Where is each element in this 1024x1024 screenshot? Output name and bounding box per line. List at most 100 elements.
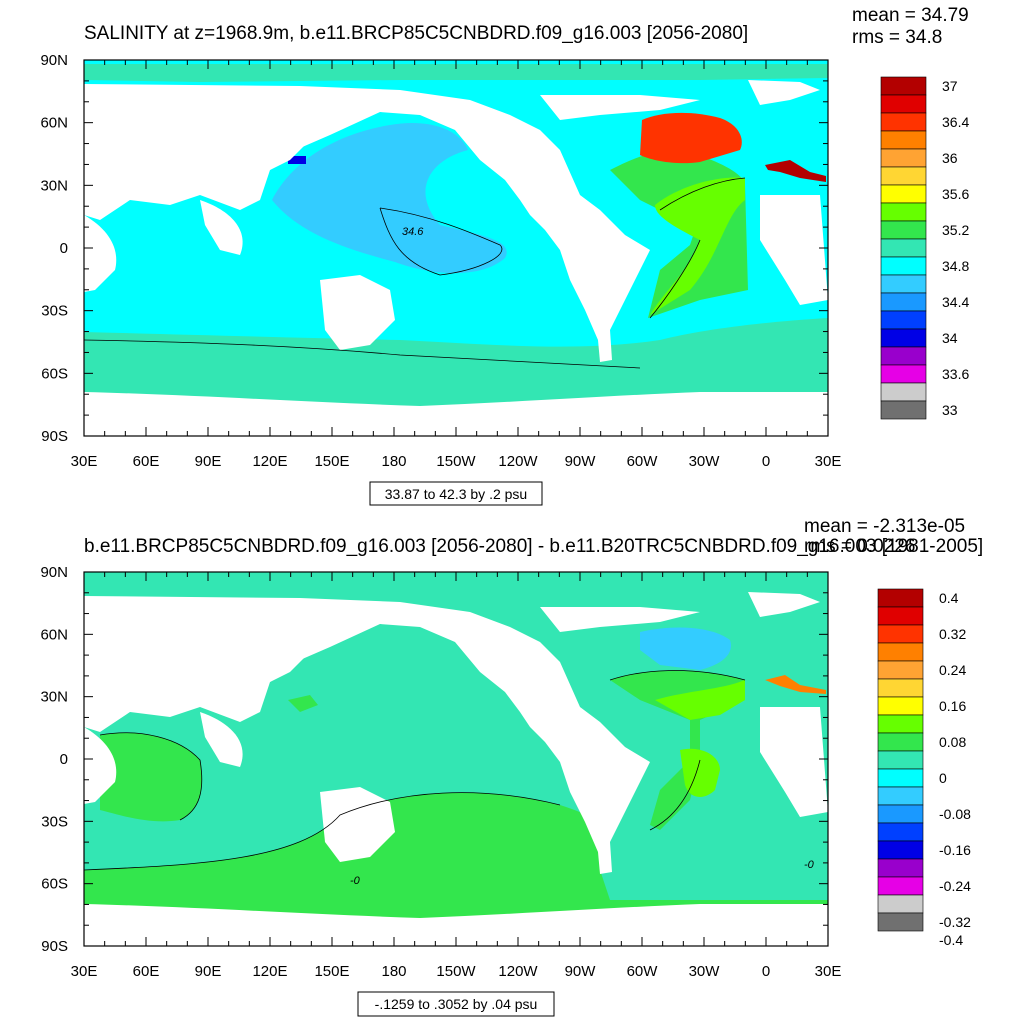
lon-tick-label: 0 [762,963,770,980]
colorbar-swatch [877,696,924,716]
colorbar-swatch [877,786,924,806]
colorbar-swatch [880,112,927,132]
lat-tick-label: 60S [41,876,68,893]
lon-tick-label: 150E [314,963,349,980]
colorbar-label: 34.4 [942,294,969,310]
lon-tick-label: 60E [133,453,160,470]
colorbar-label: 35.6 [942,186,969,202]
colorbar-label: -0.16 [939,842,971,858]
colorbar-label: 33 [942,402,958,418]
colorbar-swatch [880,328,927,348]
lat-tick-label: 0 [60,751,68,768]
colorbar-label: 36.4 [942,114,969,130]
mean-label: mean = 34.79 [852,5,969,26]
colorbar-swatch [877,768,924,788]
colorbar-label: 0.32 [939,626,966,642]
lon-tick-label: 90E [195,453,222,470]
lat-tick-label: 60N [40,626,68,643]
lon-tick-label: 150E [314,453,349,470]
colorbar-swatch [877,606,924,626]
colorbar-swatch [880,166,927,186]
colorbar-label: 36 [942,150,958,166]
lat-tick-label: 60S [41,365,68,382]
lon-tick-label: 30E [815,963,842,980]
range-box: 33.87 to 42.3 by .2 psu [369,481,543,506]
colorbar-label: 33.6 [942,366,969,382]
colorbar-swatch [877,894,924,914]
colorbar-label: -0.32 [939,914,971,930]
lat-tick-label: 90S [41,428,68,445]
lon-tick-label: 150W [436,453,476,470]
mean-label: mean = -2.313e-05 [804,516,965,537]
colorbar-swatch [877,858,924,878]
lon-tick-label: 120E [252,453,287,470]
rms-label: rms = 0.0226 [804,536,915,557]
lon-tick-label: 30W [689,453,721,470]
lon-tick-label: 90W [565,963,597,980]
colorbar-label: -0.24 [939,878,971,894]
colorbar-swatch [880,364,927,384]
colorbar-swatch [877,624,924,644]
lon-tick-label: 180 [381,963,406,980]
lon-tick-label: 180 [381,453,406,470]
lon-tick-label: 120W [498,453,538,470]
colorbar-label: 0.08 [939,734,966,750]
colorbar-swatch [880,130,927,150]
colorbar-swatch [880,256,927,276]
panel-salinity: SALINITY at z=1968.9m, b.e11.BRCP85C5CNB… [40,5,969,506]
axis-ticks: 30E 60E 90E 120E 150E 180 150W 120W 90W 60W 30W 0 30… [40,564,841,980]
lon-tick-label: 150W [436,963,476,980]
colorbar-swatch [880,202,927,222]
colorbar-swatch [880,148,927,168]
colorbar-swatch [877,876,924,896]
colorbar: 0.4 0.32 0.24 0.16 0.08 0 -0.08 -0.16 -0.24 -0.32… [877,588,971,948]
lat-tick-label: 90N [40,564,68,581]
lon-tick-label: 120W [498,963,538,980]
colorbar-swatch [877,660,924,680]
colorbar-swatch [877,732,924,752]
panel-difference: b.e11.BRCP85C5CNBDRD.f09_g16.003 [2056-2… [40,516,983,1017]
colorbar-label: -0.08 [939,806,971,822]
colorbar-swatch [877,804,924,824]
colorbar-swatch [880,184,927,204]
colorbar-swatch [880,76,927,96]
panel-title: SALINITY at z=1968.9m, b.e11.BRCP85C5CNB… [84,23,748,44]
lon-tick-label: 60W [627,963,659,980]
contour-label: -0 [804,859,815,871]
colorbar-swatch [877,840,924,860]
colorbar-label: 34.8 [942,258,969,274]
colorbar-swatch [880,382,927,402]
colorbar-swatch [880,346,927,366]
colorbar-label: 34 [942,330,958,346]
colorbar-label: 37 [942,78,958,94]
colorbar-swatch [877,642,924,662]
colorbar-swatch [880,310,927,330]
colorbar-swatch [877,822,924,842]
lon-tick-label: 60E [133,963,160,980]
colorbar-label: 0.24 [939,662,966,678]
lon-tick-label: 120E [252,963,287,980]
lat-tick-label: 30S [41,813,68,830]
salinity-field: 34.6 [84,60,828,436]
lat-tick-label: 30N [40,177,68,194]
lat-tick-label: 30S [41,303,68,320]
colorbar-swatch [877,588,924,608]
colorbar: 37 36.4 36 35.6 35.2 34.8 34.4 34 33.6 33 [880,76,969,420]
lon-tick-label: 60W [627,453,659,470]
lon-tick-label: 30E [815,453,842,470]
colorbar-swatch [877,912,924,932]
lat-tick-label: 90S [41,938,68,955]
lat-tick-label: 30N [40,689,68,706]
panel-title: b.e11.BRCP85C5CNBDRD.f09_g16.003 [2056-2… [84,536,983,557]
range-label: -.1259 to .3052 by .04 psu [375,996,538,1012]
colorbar-swatch [877,714,924,734]
lon-tick-label: 30E [71,963,98,980]
lon-tick-label: 30E [71,453,98,470]
colorbar-label: 0.4 [939,590,959,606]
colorbar-swatch [880,274,927,294]
contour-label: -0 [350,875,361,887]
range-box: -.1259 to .3052 by .04 psu [357,991,555,1017]
difference-field: -0 -0 [84,572,828,946]
lat-tick-label: 60N [40,115,68,132]
